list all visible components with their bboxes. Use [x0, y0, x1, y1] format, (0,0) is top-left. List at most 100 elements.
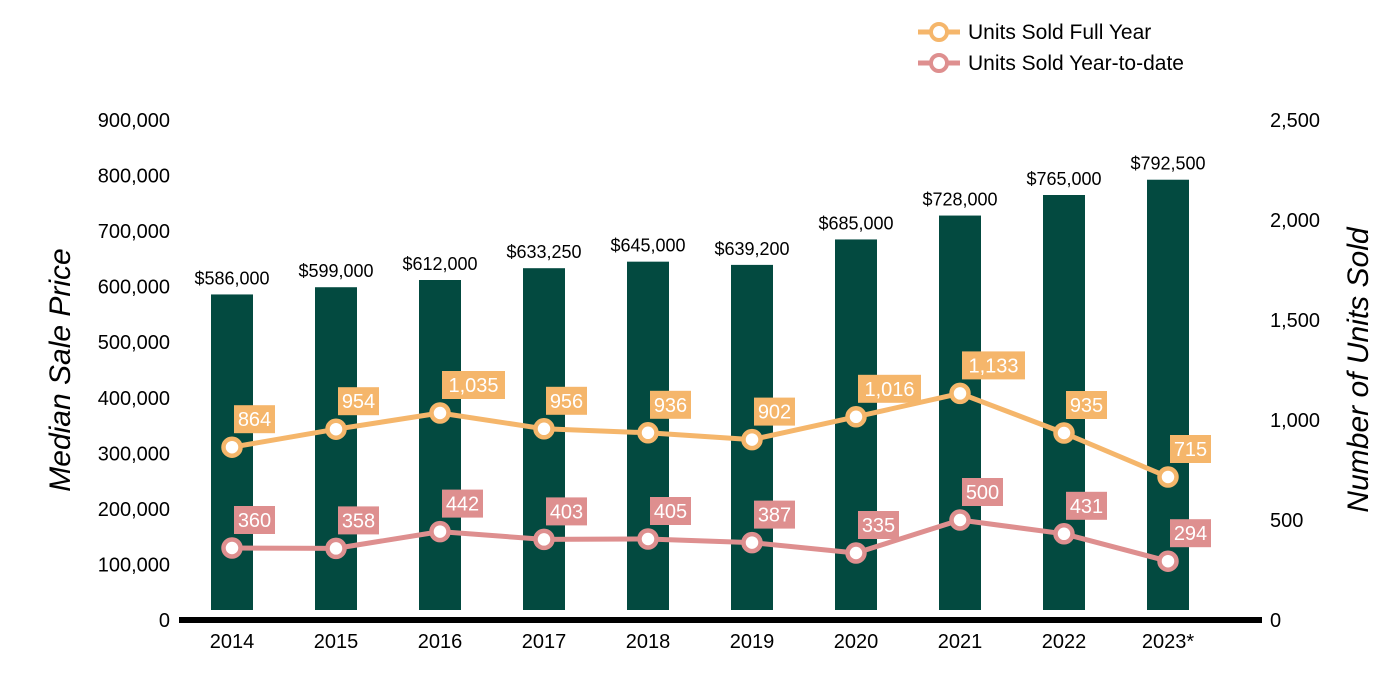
- bar-value-label: $685,000: [818, 213, 893, 233]
- series-point: [741, 428, 763, 451]
- point-value-label: 864: [238, 409, 271, 431]
- bar-value-label: $639,200: [714, 239, 789, 259]
- point-label-box: [338, 387, 379, 416]
- x-axis-ticks: 2014 2015 2016 2017 2018 2019 2020 2021 2022 2023…: [210, 631, 1195, 653]
- series-point: [1157, 466, 1179, 488]
- x-tick-label: 2023*: [1142, 631, 1194, 653]
- series-point: [949, 382, 971, 405]
- point-value-label: 715: [1174, 439, 1207, 461]
- series-point: [325, 537, 347, 560]
- y-tick-label: 800,000: [98, 166, 170, 188]
- point-label-box: [754, 397, 795, 426]
- point-value-label: 335: [862, 515, 895, 537]
- bar: [419, 280, 461, 610]
- point-label-box: [1066, 491, 1107, 520]
- point-value-label: 360: [238, 510, 271, 532]
- x-tick-label: 2022: [1042, 631, 1087, 653]
- bar-value-label: $765,000: [1026, 169, 1101, 189]
- x-tick-label: 2021: [938, 631, 983, 653]
- y-tick-label: 500,000: [98, 332, 170, 354]
- legend-item-full-year: Units Sold Full Year: [918, 21, 1151, 44]
- series-point: [845, 406, 867, 428]
- point-value-label: 1,133: [968, 355, 1018, 377]
- bar-value-label: $586,000: [194, 268, 269, 288]
- bar-value-label: $645,000: [610, 236, 685, 256]
- series-point: [429, 402, 451, 424]
- point-label-box: [754, 500, 795, 529]
- point-value-label: 387: [758, 505, 791, 527]
- bar: [939, 215, 981, 611]
- point-label-box: [1170, 435, 1211, 463]
- point-label-box: [858, 511, 899, 539]
- bar-value-label: $633,250: [506, 242, 581, 262]
- y2-tick-label: 2,500: [1270, 110, 1320, 132]
- series-point: [949, 509, 971, 531]
- x-tick-label: 2017: [522, 631, 567, 653]
- legend-label-full-year: Units Sold Full Year: [968, 21, 1151, 44]
- series-point: [1157, 550, 1179, 572]
- point-label-box: [1170, 519, 1211, 548]
- series-point: [221, 537, 243, 559]
- y-tick-label: 700,000: [98, 221, 170, 243]
- legend: Units Sold Full Year Units Sold Year-to-…: [918, 21, 1184, 75]
- y-tick-label: 600,000: [98, 277, 170, 299]
- y2-tick-label: 1,500: [1270, 310, 1320, 332]
- y-axis-ticks: 0 100,000 200,000 300,000 400,000 500,000 600,…: [98, 110, 170, 632]
- point-value-label: 405: [654, 501, 687, 523]
- point-value-label: 935: [1070, 395, 1103, 417]
- series-point: [741, 531, 763, 554]
- legend-marker-full-year: [929, 22, 949, 42]
- y-tick-label: 100,000: [98, 554, 170, 576]
- y-axis-title: Median Sale Price: [44, 248, 77, 491]
- y-tick-label: 900,000: [98, 110, 170, 132]
- point-value-label: 358: [342, 510, 375, 532]
- point-value-label: 431: [1070, 496, 1103, 518]
- point-label-box: [442, 371, 505, 399]
- series-point: [637, 422, 659, 444]
- legend-label-ytd: Units Sold Year-to-date: [968, 52, 1184, 75]
- point-value-label: 902: [758, 402, 791, 424]
- point-value-label: 500: [966, 482, 999, 504]
- point-label-box: [1066, 391, 1107, 419]
- x-tick-label: 2018: [626, 631, 671, 653]
- bar: [315, 287, 357, 610]
- y2-axis-title: Number of Units Sold: [1342, 226, 1375, 512]
- bar-value-label: $792,500: [1130, 154, 1205, 174]
- series-point: [845, 542, 867, 564]
- x-tick-label: 2019: [730, 631, 775, 653]
- point-label-box: [546, 386, 587, 415]
- series-point: [1053, 422, 1075, 444]
- x-tick-label: 2015: [314, 631, 359, 653]
- x-tick-label: 2014: [210, 631, 255, 653]
- bar-value-label: $728,000: [922, 190, 997, 210]
- series-point: [429, 520, 451, 543]
- point-value-label: 403: [550, 501, 583, 523]
- point-label-box: [338, 506, 379, 535]
- y2-tick-label: 1,000: [1270, 410, 1320, 432]
- point-label-box: [546, 497, 587, 526]
- point-label-box: [858, 374, 921, 403]
- bar-value-label: $599,000: [298, 261, 373, 281]
- series-line: [231, 390, 1169, 480]
- point-label-box: [234, 506, 275, 534]
- series-point: [325, 418, 347, 440]
- legend-marker-ytd: [929, 53, 949, 73]
- point-value-label: 294: [1174, 523, 1207, 545]
- series-point: [637, 528, 659, 550]
- y2-tick-label: 500: [1270, 510, 1303, 532]
- point-label-box: [234, 405, 275, 434]
- point-label-box: [650, 497, 691, 525]
- point-value-label: 1,035: [448, 375, 498, 397]
- series-point: [221, 436, 243, 458]
- y-tick-label: 300,000: [98, 443, 170, 465]
- series-point: [533, 418, 555, 440]
- point-value-label: 1,016: [864, 379, 914, 401]
- point-label-box: [962, 351, 1025, 380]
- point-label-box: [962, 478, 1003, 506]
- y2-axis-ticks: 0 500 1,000 1,500 2,000 2,500: [1270, 110, 1320, 632]
- point-value-label: 442: [446, 494, 479, 516]
- y2-tick-label: 2,000: [1270, 210, 1320, 232]
- bar-labels: $586,000 $599,000 $612,000 $633,250 $645,000…: [194, 154, 1205, 289]
- point-value-label: 956: [550, 391, 583, 413]
